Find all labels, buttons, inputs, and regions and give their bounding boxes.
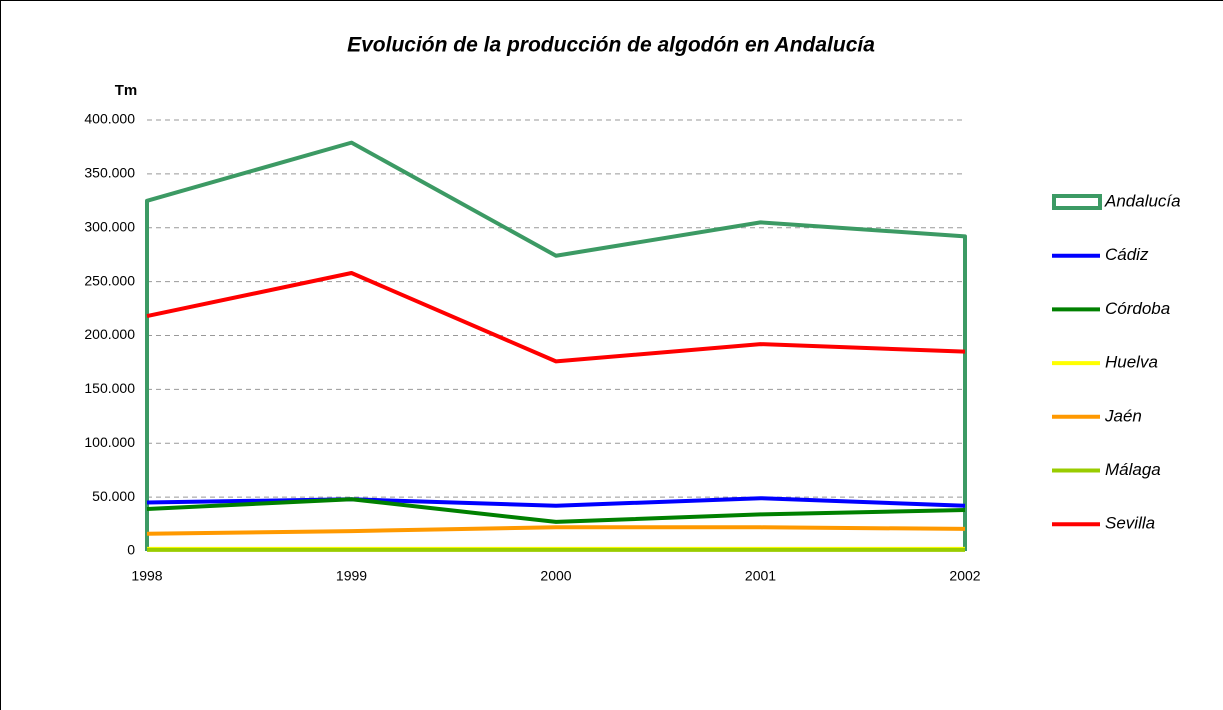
y-tick-label: 200.000 bbox=[84, 326, 135, 342]
line bbox=[146, 497, 966, 524]
y-tick-label: 0 bbox=[127, 542, 135, 558]
y-tick-label: 350.000 bbox=[84, 165, 135, 181]
x-tick-label: 1998 bbox=[131, 568, 162, 584]
x-tick-label: 2001 bbox=[745, 568, 776, 584]
line bbox=[146, 271, 966, 364]
y-tick-label: 250.000 bbox=[84, 272, 135, 288]
legend-label: Andalucía bbox=[1104, 191, 1181, 210]
y-axis-label: Tm bbox=[115, 82, 138, 99]
chart-title: Evolución de la producción de algodón en… bbox=[347, 34, 875, 57]
legend-label: Jaén bbox=[1104, 406, 1142, 425]
legend-label: Cádiz bbox=[1105, 245, 1149, 264]
x-tick-label: 1999 bbox=[336, 568, 367, 584]
line bbox=[146, 525, 966, 536]
x-tick-label: 2000 bbox=[540, 568, 571, 584]
legend-label: Sevilla bbox=[1105, 514, 1155, 533]
legend-swatch bbox=[1052, 194, 1102, 210]
y-tick-label: 150.000 bbox=[84, 380, 135, 396]
legend-label: Huelva bbox=[1105, 353, 1158, 372]
line bbox=[146, 496, 966, 508]
legend-label: Córdoba bbox=[1105, 299, 1170, 318]
y-tick-label: 100.000 bbox=[84, 434, 135, 450]
legend-label: Málaga bbox=[1105, 460, 1161, 479]
y-tick-label: 400.000 bbox=[84, 111, 135, 127]
y-tick-label: 50.000 bbox=[92, 488, 135, 504]
y-tick-label: 300.000 bbox=[84, 218, 135, 234]
area bbox=[145, 140, 967, 551]
x-tick-label: 2002 bbox=[949, 568, 980, 584]
